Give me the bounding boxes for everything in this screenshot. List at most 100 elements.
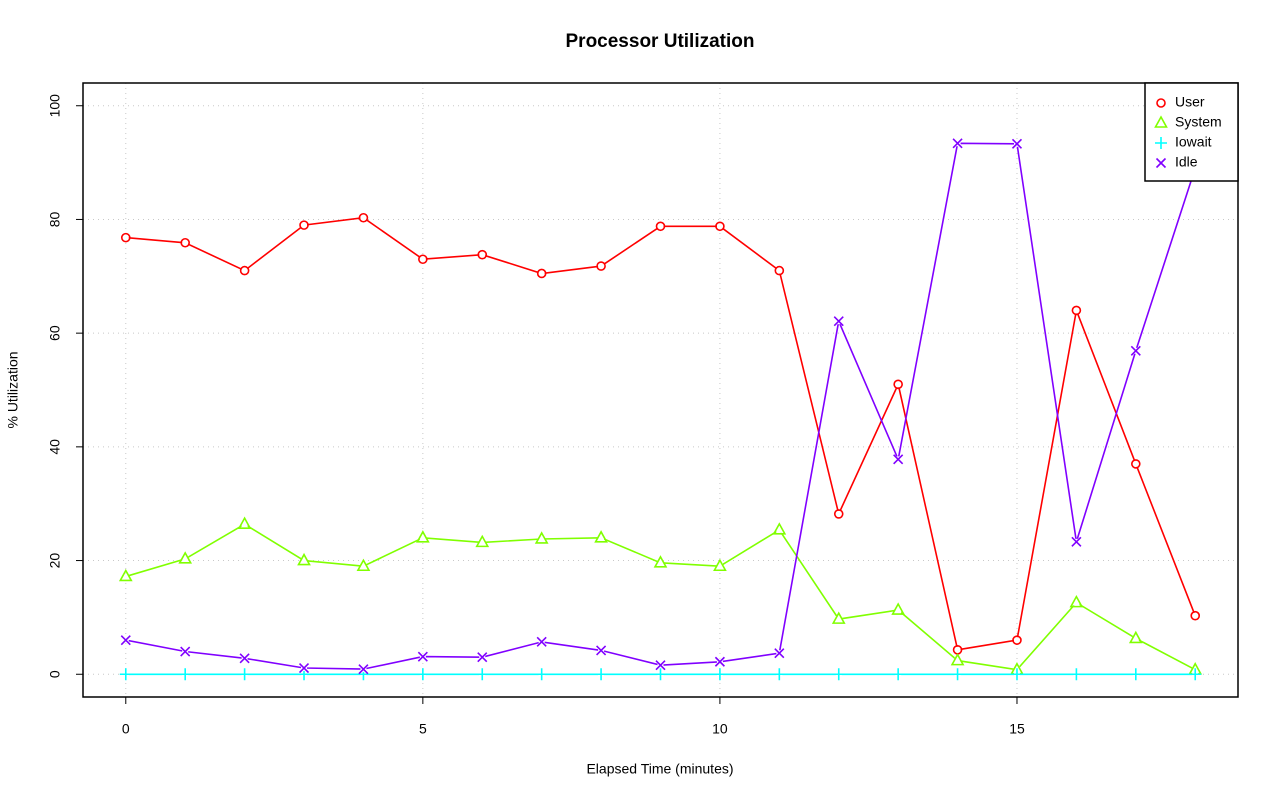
marker <box>1190 610 1201 621</box>
marker-bg <box>598 263 605 270</box>
marker <box>415 530 430 543</box>
marker <box>180 237 190 248</box>
marker <box>1130 345 1141 356</box>
marker <box>237 516 252 529</box>
marker <box>1156 98 1166 108</box>
marker-bg <box>1013 637 1020 644</box>
marker <box>1012 635 1022 645</box>
marker-bg <box>1192 612 1199 619</box>
marker-bg <box>716 223 723 230</box>
y-tick-label: 40 <box>47 439 63 455</box>
y-tick-label: 60 <box>47 325 63 341</box>
marker <box>299 220 309 230</box>
marker <box>951 668 964 681</box>
y-tick-label: 80 <box>47 211 63 227</box>
marker-bg <box>360 563 367 570</box>
marker <box>119 668 132 681</box>
marker <box>950 652 965 666</box>
x-tick-label: 0 <box>122 721 130 737</box>
marker-bg <box>1132 635 1139 642</box>
marker <box>596 261 606 271</box>
marker <box>297 552 311 566</box>
marker <box>1069 594 1084 608</box>
x-tick-label: 5 <box>419 721 427 737</box>
marker-bg <box>122 573 129 580</box>
marker <box>358 664 369 675</box>
marker <box>892 668 905 681</box>
marker <box>1010 668 1023 681</box>
marker <box>773 668 786 681</box>
marker <box>120 635 131 646</box>
y-axis-label: % Utilization <box>5 351 21 428</box>
marker <box>655 660 666 671</box>
marker <box>534 531 549 544</box>
marker <box>536 268 547 279</box>
y-tick-label: 0 <box>47 670 63 678</box>
marker-bg <box>1132 460 1139 467</box>
marker-bg <box>895 607 902 614</box>
marker-bg <box>954 646 961 653</box>
legend-label: Idle <box>1175 154 1198 170</box>
marker <box>476 668 489 681</box>
marker-bg <box>954 657 961 664</box>
marker <box>596 645 607 656</box>
marker-bg <box>182 239 189 246</box>
marker <box>1155 137 1167 149</box>
marker <box>358 212 369 223</box>
marker <box>477 652 488 663</box>
marker-bg <box>716 563 723 570</box>
marker <box>952 138 963 149</box>
marker <box>831 611 846 624</box>
marker <box>1011 138 1023 149</box>
marker-bg <box>657 559 664 566</box>
marker <box>1131 459 1141 469</box>
marker-bg <box>479 539 486 546</box>
marker-bg <box>1073 307 1080 314</box>
marker-bg <box>657 223 664 230</box>
y-tick-label: 20 <box>47 553 63 569</box>
marker <box>1070 668 1083 681</box>
marker <box>1154 115 1168 128</box>
legend-label: System <box>1175 114 1222 130</box>
legend-label: Iowait <box>1175 134 1212 150</box>
marker <box>239 265 250 276</box>
marker-bg <box>598 534 605 541</box>
marker-bg <box>895 381 902 388</box>
marker <box>713 558 727 572</box>
marker-bg <box>419 256 426 263</box>
marker-bg <box>301 557 308 564</box>
marker-bg <box>538 270 545 277</box>
marker <box>833 509 844 519</box>
marker <box>178 551 193 564</box>
x-tick-label: 10 <box>712 721 728 737</box>
x-axis-label: Elapsed Time (minutes) <box>586 761 733 777</box>
marker <box>418 254 428 265</box>
marker <box>893 379 903 390</box>
marker <box>1129 668 1142 681</box>
y-tick-label: 100 <box>47 94 63 118</box>
marker-bg <box>776 267 783 274</box>
marker-bg <box>1073 599 1080 606</box>
marker <box>118 568 133 582</box>
x-tick-label: 15 <box>1009 721 1025 737</box>
marker <box>715 221 725 232</box>
series-line <box>125 216 1196 651</box>
marker <box>239 653 250 664</box>
marker <box>653 555 668 568</box>
marker-bg <box>241 521 248 528</box>
marker <box>1071 305 1082 316</box>
marker-bg <box>182 555 189 562</box>
marker-bg <box>301 222 308 229</box>
marker <box>416 668 429 681</box>
marker <box>1071 536 1082 547</box>
marker <box>772 522 787 535</box>
marker <box>891 602 906 615</box>
marker-bg <box>835 616 842 623</box>
marker <box>298 662 310 674</box>
marker-bg <box>835 510 842 517</box>
marker <box>1155 157 1167 169</box>
marker <box>655 221 666 232</box>
marker-bg <box>122 234 129 241</box>
marker-bg <box>538 535 545 542</box>
